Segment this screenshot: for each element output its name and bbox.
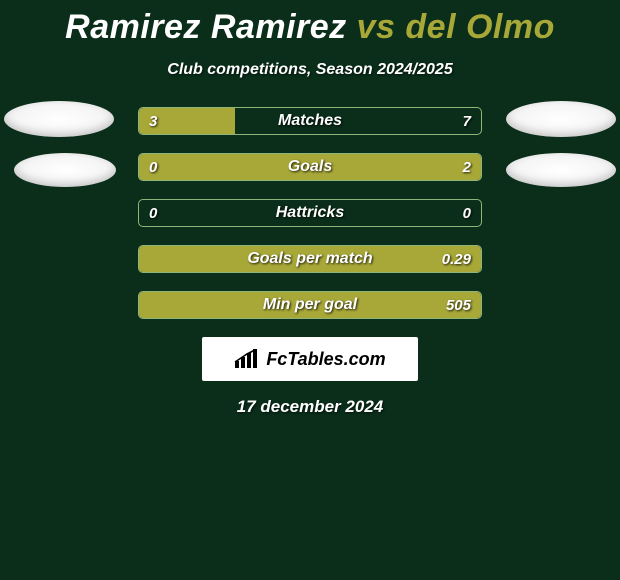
player-right-avatar-placeholder (506, 101, 616, 137)
stat-fill-left (139, 108, 235, 134)
stat-label: Hattricks (139, 200, 481, 226)
stat-value-left: 0 (149, 200, 157, 226)
stat-row: 0.29Goals per match (138, 245, 482, 273)
stat-fill-right (139, 246, 481, 272)
snapshot-date: 17 december 2024 (0, 397, 620, 417)
stat-row: 505Min per goal (138, 291, 482, 319)
stat-row: 37Matches (138, 107, 482, 135)
stat-fill-right (139, 154, 481, 180)
player-left-avatar-placeholder (4, 101, 114, 137)
stat-value-right: 7 (463, 108, 471, 134)
player-left-name: Ramirez Ramirez (65, 8, 347, 46)
subtitle: Club competitions, Season 2024/2025 (0, 61, 620, 79)
stat-bars: 37Matches 02Goals 0 0Hattricks 0.29Goals per… (138, 107, 482, 319)
brand-badge: FcTables.com (202, 337, 418, 381)
player-right-team-placeholder (506, 153, 616, 187)
brand-chart-icon (234, 349, 260, 369)
stat-value-right: 0 (463, 200, 471, 226)
player-right-name: del Olmo (405, 8, 554, 46)
comparison-title: Ramirez Ramirez vs del Olmo (0, 0, 620, 47)
brand-text: FcTables.com (266, 349, 385, 370)
vs-text: vs (357, 8, 396, 46)
stat-row: 0 0Hattricks (138, 199, 482, 227)
stat-row: 02Goals (138, 153, 482, 181)
player-left-team-placeholder (14, 153, 116, 187)
stat-fill-right (139, 292, 481, 318)
comparison-content: 37Matches 02Goals 0 0Hattricks 0.29Goals per… (0, 107, 620, 417)
